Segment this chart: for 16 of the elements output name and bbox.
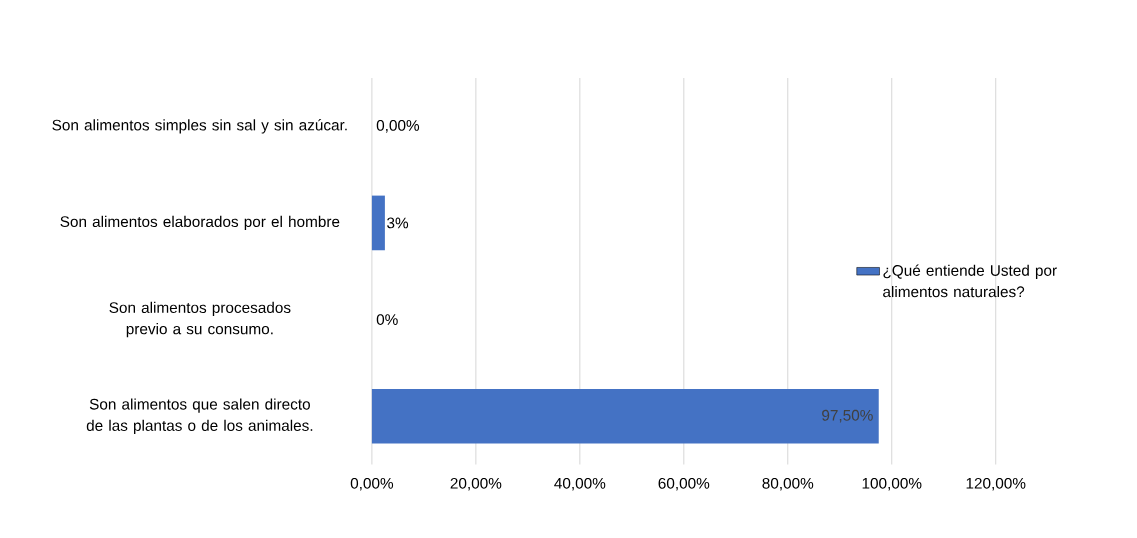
- x-tick-label: 40,00%: [554, 477, 606, 491]
- data-label: 97,50%: [822, 409, 873, 423]
- y-tick-label: Son alimentos elaborados por el hombre: [60, 215, 340, 231]
- x-tick-label: 20,00%: [450, 477, 502, 491]
- data-label: 3%: [387, 217, 409, 229]
- x-tick-label: 60,00%: [658, 477, 710, 491]
- x-tick-label: 100,00%: [862, 477, 922, 491]
- y-tick-label: Son alimentos procesados previo a su consumo.: [109, 301, 291, 338]
- legend-label: ¿Qué entiende Usted por alimentos naturales?: [883, 264, 1057, 298]
- x-tick-label: 120,00%: [966, 477, 1026, 491]
- x-tick-label: 0,00%: [350, 477, 394, 491]
- y-tick-label: Son alimentos que salen directo de las plantas o de los animales.: [86, 398, 313, 435]
- data-label: 0%: [376, 314, 398, 326]
- x-tick-label: 80,00%: [762, 477, 814, 491]
- y-tick-label: Son alimentos simples sin sal y sin azúcar.: [52, 119, 347, 134]
- data-label: 0,00%: [376, 120, 420, 133]
